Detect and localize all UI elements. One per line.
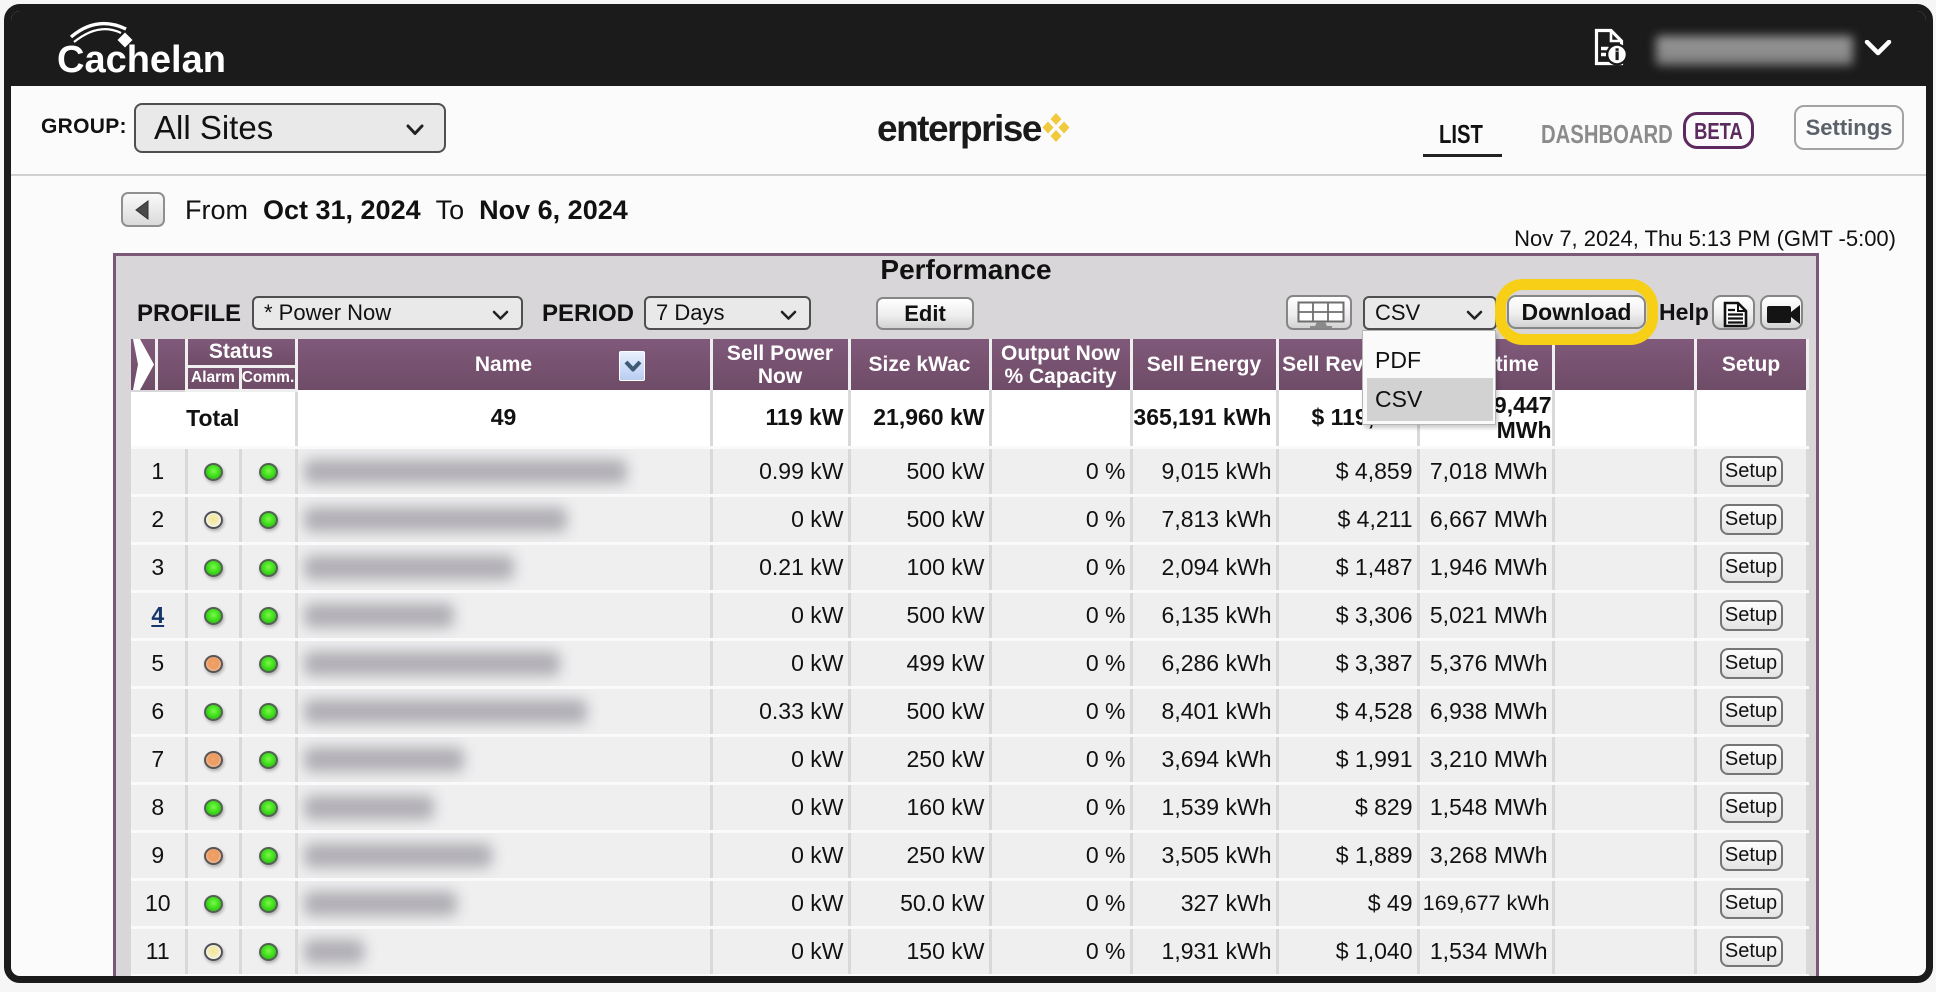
svg-text:Cachelan: Cachelan [57,39,226,77]
